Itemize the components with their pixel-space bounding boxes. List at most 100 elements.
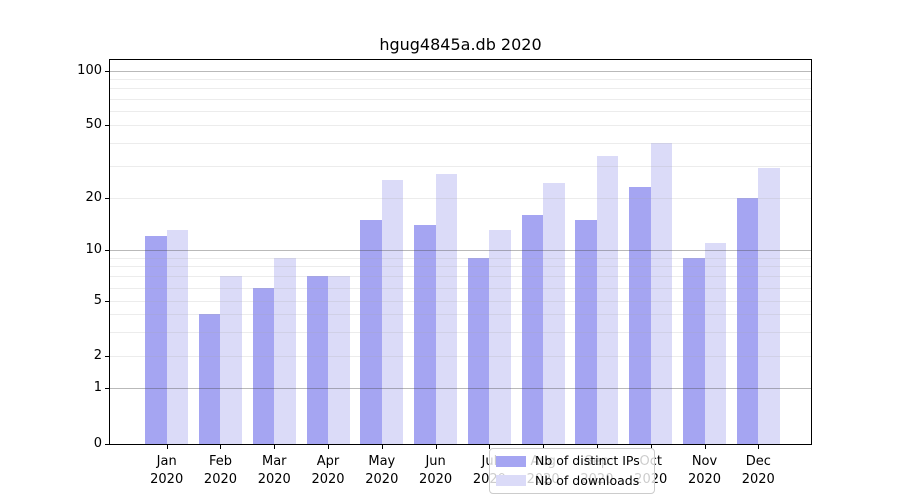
y-tick-label-5: 5 [93,293,102,308]
y-tick-mark-1 [105,388,110,389]
bar-downloads-jan-2020 [166,230,189,444]
bar-ips-feb-2020 [198,314,221,444]
x-tick-month: Apr [316,454,340,469]
minor-gridline-50 [110,125,811,126]
x-tick-year: 2020 [419,472,453,487]
x-tick-label-dec: Dec 2020 [727,453,789,489]
legend-swatch-distinct-ips-icon [496,455,526,467]
chart-title: hgug4845a.db 2020 [379,35,542,54]
major-gridline-10 [110,250,811,251]
plot-area: Nb of distinct IPs Nb of downloads [109,59,812,494]
minor-gridline-6 [110,288,811,289]
x-tick-mark-dec [758,445,760,449]
minor-gridline-4 [110,314,811,315]
y-tick-label-10: 10 [85,242,102,257]
x-tick-mark-jun [435,445,437,449]
x-tick-month: Feb [208,454,232,469]
bar-ips-sep-2020 [575,219,597,444]
bar-ips-may-2020 [360,219,382,444]
bar-downloads-mar-2020 [274,257,296,444]
minor-gridline-80 [110,88,811,89]
x-tick-label-feb: Feb 2020 [189,453,251,489]
x-tick-month: Jun [425,454,446,469]
x-tick-mark-feb [220,445,222,449]
bar-ips-mar-2020 [252,287,275,444]
x-tick-label-nov: Nov 2020 [674,453,736,489]
x-tick-year: 2020 [257,472,291,487]
bar-ips-aug-2020 [521,214,544,444]
major-gridline-1 [110,388,811,389]
x-tick-year: 2020 [150,472,184,487]
minor-gridline-20 [110,198,811,199]
bar-downloads-jul-2020 [489,230,511,444]
x-tick-year: 2020 [741,472,775,487]
x-tick-year: 2020 [311,472,345,487]
y-tick-label-2: 2 [93,348,102,363]
legend-label-downloads: Nb of downloads [535,472,640,488]
bar-ips-jan-2020 [145,236,167,444]
bar-ips-nov-2020 [683,257,705,444]
x-tick-mark-aug [543,445,545,449]
legend-label-distinct-ips: Nb of distinct IPs [535,453,640,469]
x-tick-label-jan: Jan 2020 [136,453,198,489]
x-tick-mark-mar [274,445,276,449]
bar-downloads-jun-2020 [435,174,458,444]
y-tick-mark-50 [105,125,110,126]
y-tick-label-0: 0 [93,436,102,451]
legend-item-downloads: Nb of downloads [496,472,650,490]
bar-ips-oct-2020 [629,186,651,444]
bar-downloads-aug-2020 [543,183,565,444]
minor-gridline-7 [110,276,811,277]
y-tick-mark-0 [105,444,110,445]
grid-layer [110,60,811,444]
bar-downloads-sep-2020 [596,155,619,444]
x-tick-month: Nov [691,454,718,469]
bar-downloads-nov-2020 [704,242,726,444]
x-tick-month: Jan [156,454,177,469]
x-tick-label-jun: Jun 2020 [405,453,467,489]
minor-gridline-40 [110,143,811,144]
legend-swatch-downloads-icon [496,475,526,487]
minor-gridline-9 [110,258,811,259]
y-tick-mark-10 [105,250,110,251]
y-tick-mark-20 [105,198,110,199]
y-tick-mark-5 [105,301,110,302]
x-tick-year: 2020 [203,472,238,487]
x-tick-mark-jul [489,445,491,449]
x-tick-label-may: May 2020 [351,453,413,489]
minor-gridline-2 [110,356,811,357]
minor-gridline-30 [110,166,811,167]
x-tick-month: Mar [261,454,287,469]
x-tick-label-apr: Apr 2020 [297,453,359,489]
minor-gridline-60 [110,111,811,112]
minor-gridline-70 [110,99,811,100]
bar-downloads-oct-2020 [650,142,673,444]
x-tick-mark-sep [596,445,598,449]
minor-gridline-8 [110,266,811,267]
bar-ips-jun-2020 [414,224,436,444]
minor-gridline-90 [110,79,811,80]
x-tick-mark-apr [328,445,330,449]
y-tick-label-50: 50 [85,117,102,132]
bar-downloads-apr-2020 [328,276,350,444]
legend: Nb of distinct IPs Nb of downloads [489,448,655,494]
y-tick-label-20: 20 [85,190,102,205]
x-tick-year: 2020 [365,472,399,487]
x-tick-mark-jan [166,445,168,449]
x-tick-mark-oct [650,445,652,449]
bar-downloads-dec-2020 [758,168,780,444]
minor-gridline-5 [110,301,811,302]
bar-downloads-may-2020 [381,180,404,444]
x-tick-mark-nov [704,445,706,449]
x-tick-month: Dec [745,454,771,469]
bar-downloads-feb-2020 [220,276,242,444]
major-gridline-100 [110,71,811,72]
y-tick-mark-100 [105,71,110,72]
x-tick-mark-may [381,445,383,449]
y-tick-label-100: 100 [77,63,102,78]
legend-item-distinct-ips: Nb of distinct IPs [496,452,650,470]
bar-ips-dec-2020 [736,198,759,444]
y-tick-label-1: 1 [93,380,102,395]
y-tick-mark-2 [105,356,110,357]
